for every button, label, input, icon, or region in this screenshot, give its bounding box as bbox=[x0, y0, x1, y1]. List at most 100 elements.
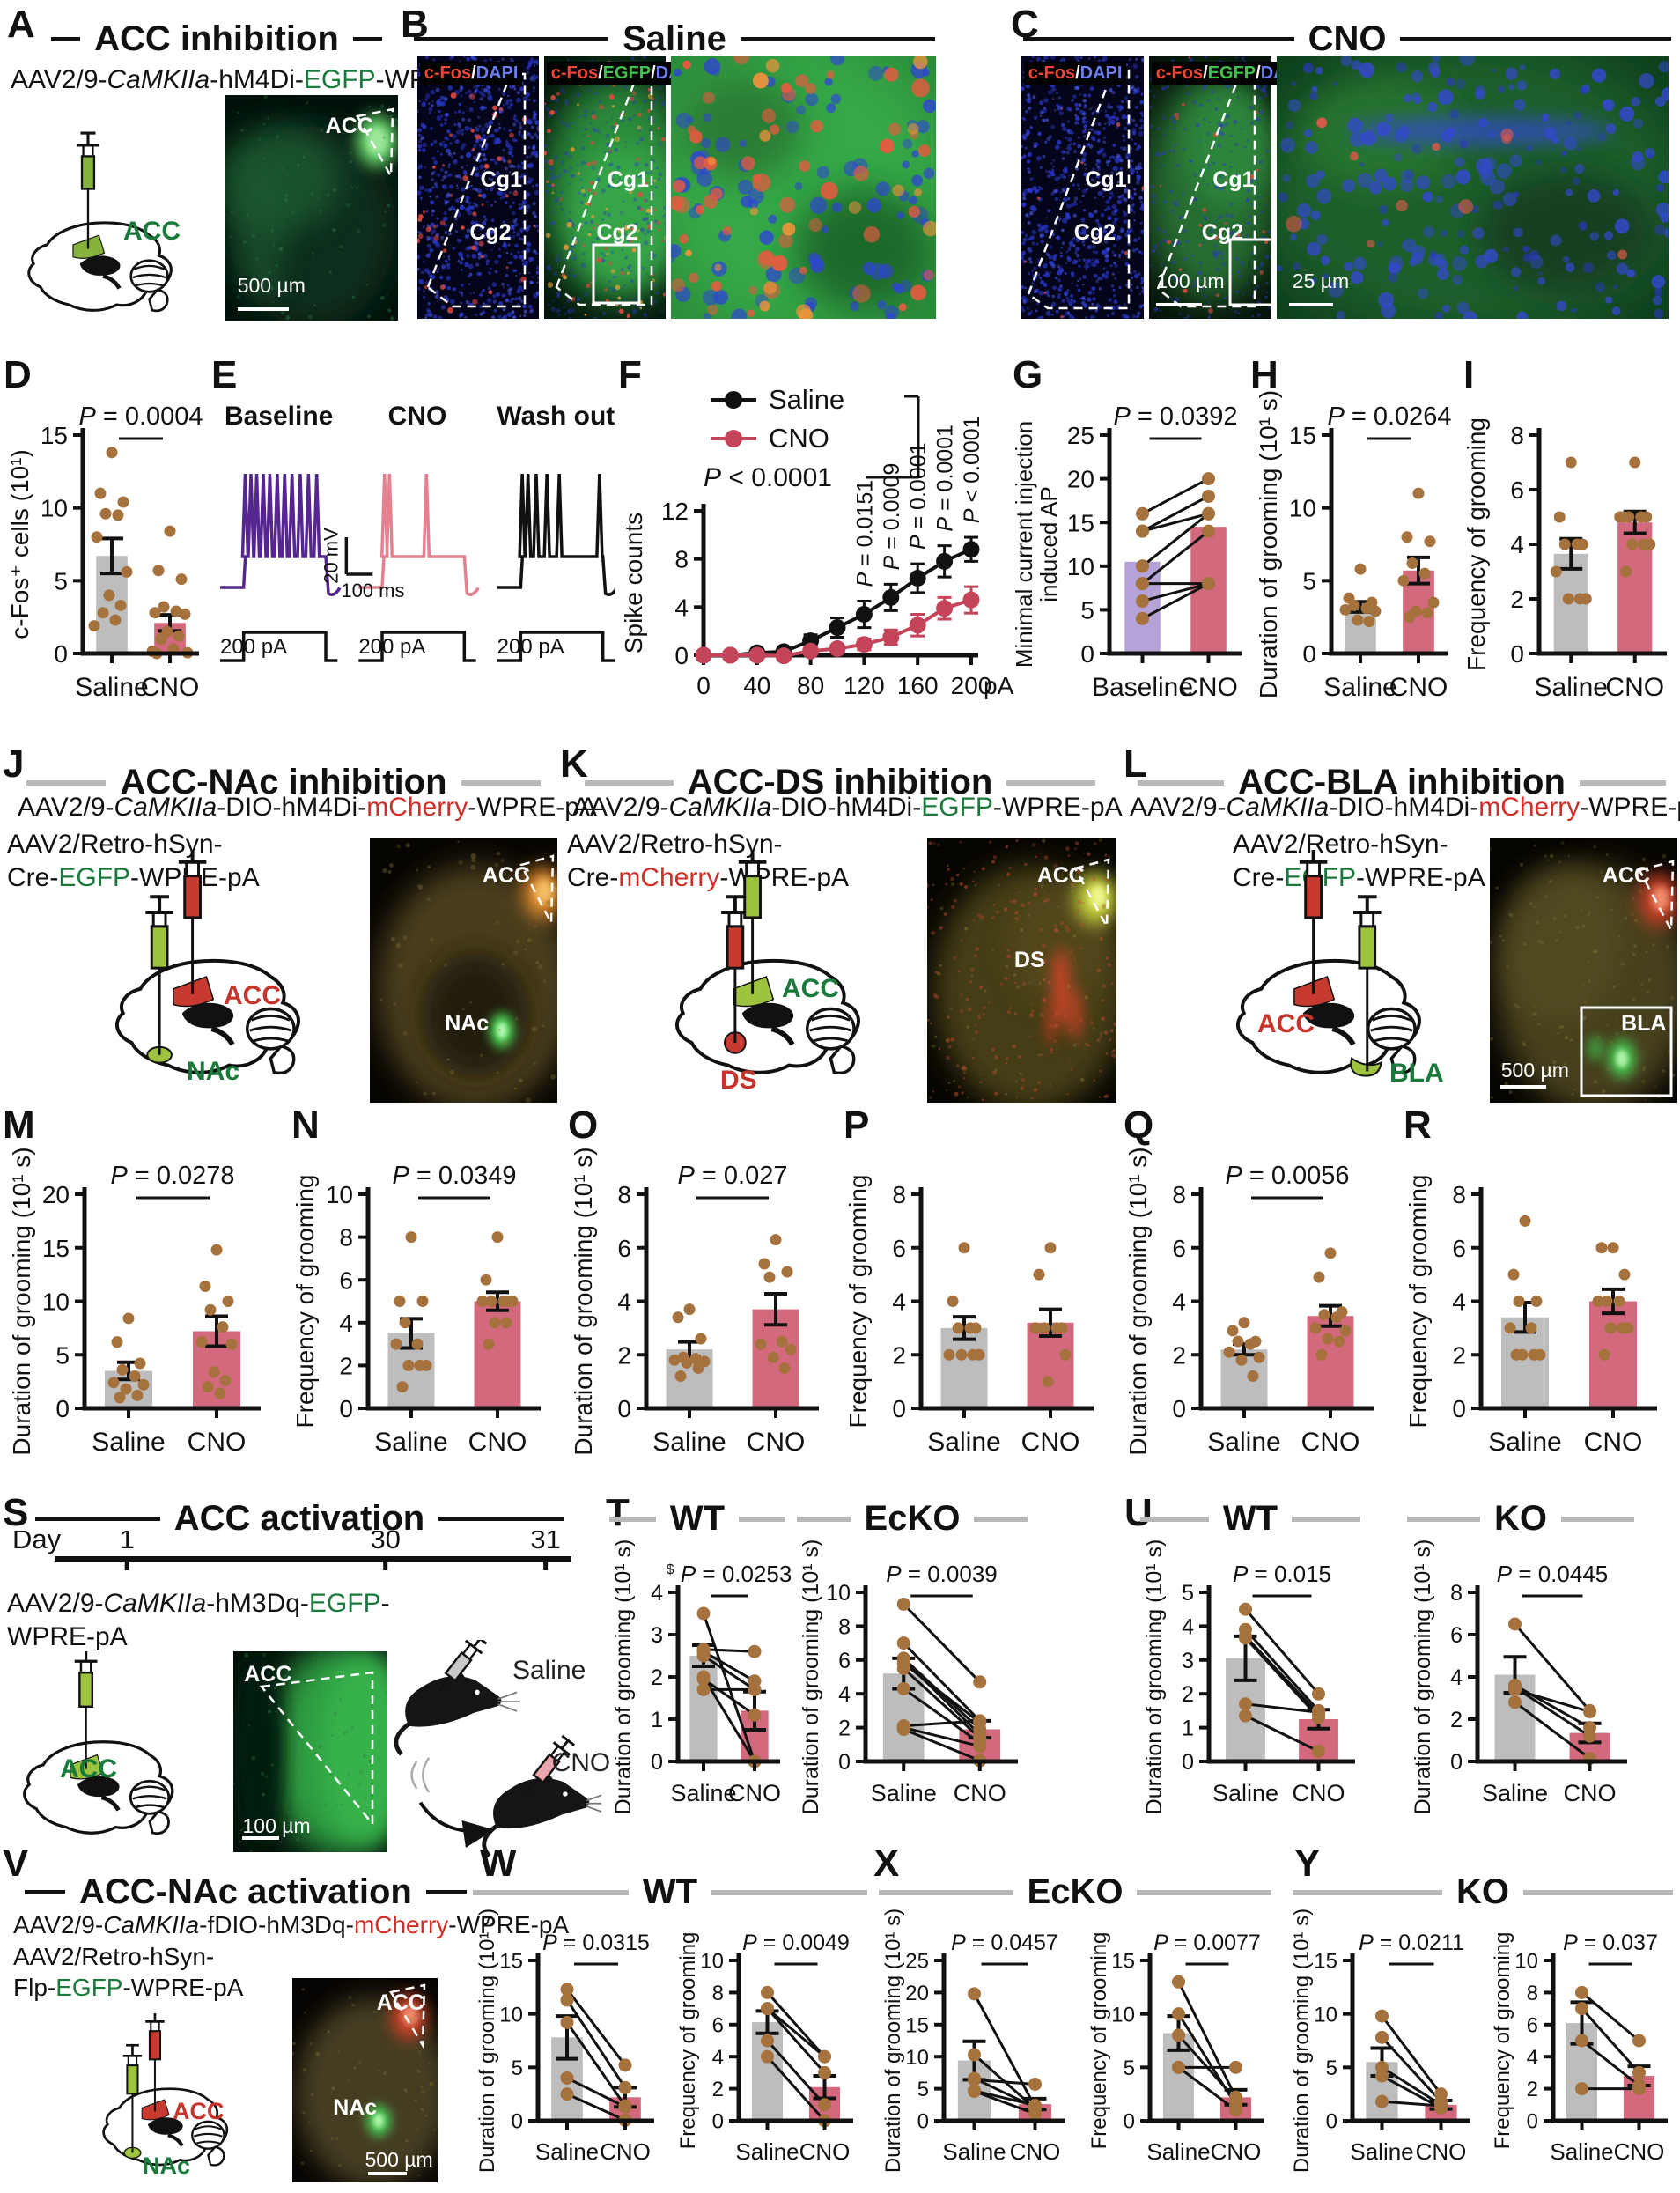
divider bbox=[1400, 37, 1672, 41]
svg-text:5: 5 bbox=[1124, 2056, 1135, 2080]
chart-grooming-frequency-accnac: 0 2 4 6 8 10 Saline CNO Frequency of grooming P =… bbox=[291, 1136, 551, 1484]
svg-text:Saline: Saline bbox=[652, 1428, 726, 1457]
svg-text:6: 6 bbox=[617, 1235, 631, 1262]
svg-text:4: 4 bbox=[1510, 531, 1524, 558]
panel-letter-f: F bbox=[618, 353, 642, 396]
acc-photo-label: ACC bbox=[325, 114, 373, 139]
svg-text:5: 5 bbox=[55, 1341, 70, 1369]
svg-text:25: 25 bbox=[905, 1950, 929, 1974]
svg-text:P = 0.0445: P = 0.0445 bbox=[1497, 1561, 1609, 1587]
svg-text:2: 2 bbox=[712, 2078, 724, 2101]
svg-text:200: 200 bbox=[951, 672, 992, 699]
panel-l-micrograph: ACC BLA 500 µm bbox=[1490, 838, 1677, 1103]
divider bbox=[352, 37, 382, 41]
svg-text:0: 0 bbox=[917, 2110, 929, 2134]
chart-grooming-frequency-accds: 0 2 4 6 8 Saline CNO Frequency of grooming bbox=[844, 1136, 1104, 1484]
svg-text:0: 0 bbox=[696, 672, 711, 699]
svg-text:Saline: Saline bbox=[769, 384, 844, 415]
divider bbox=[739, 1516, 785, 1522]
panel-a-construct: AAV2/9-CaMKIIa-hM4Di-EGFP-WPRE-pA bbox=[11, 65, 505, 94]
cg2-label: Cg2 bbox=[1073, 219, 1116, 245]
svg-text:Frequency of grooming: Frequency of grooming bbox=[291, 1175, 319, 1429]
acc-photo-label: ACC bbox=[244, 1661, 292, 1687]
cg2-label: Cg2 bbox=[469, 219, 512, 245]
svg-text:CNO: CNO bbox=[1605, 673, 1664, 702]
svg-text:P = 0.0049: P = 0.0049 bbox=[742, 1931, 850, 1955]
cg1-label: Cg1 bbox=[1085, 167, 1127, 193]
svg-text:Day: Day bbox=[12, 1531, 62, 1554]
panel-v-construct-2: AAV2/Retro-hSyn- Flp-EGFP-WPRE-pA bbox=[13, 1943, 244, 2001]
svg-text:$ P = 0.0253: $ P = 0.0253 bbox=[667, 1561, 791, 1587]
svg-text:2: 2 bbox=[339, 1352, 353, 1379]
ds-region-label: DS bbox=[720, 1066, 757, 1095]
panel-a-brain-diagram bbox=[16, 95, 220, 335]
cno-syringe-icon bbox=[526, 1734, 576, 1795]
svg-text:0: 0 bbox=[1326, 2110, 1337, 2134]
svg-text:25: 25 bbox=[1067, 422, 1094, 449]
svg-text:10: 10 bbox=[41, 495, 68, 522]
acc-region-label: ACC bbox=[173, 2098, 225, 2124]
svg-text:Saline: Saline bbox=[670, 1780, 736, 1806]
svg-text:6: 6 bbox=[892, 1235, 906, 1262]
svg-text:10: 10 bbox=[700, 1950, 724, 1974]
svg-text:P < 0.0001: P < 0.0001 bbox=[704, 463, 832, 492]
chart-spike-counts: 0 4 8 12 0 40 80 120 160 200 pA Spike counts P = 0.0… bbox=[619, 370, 1017, 729]
panel-s-brain-diagram bbox=[7, 1647, 227, 1858]
panel-letter-g: G bbox=[1013, 353, 1043, 396]
svg-text:160: 160 bbox=[897, 672, 939, 699]
svg-text:8: 8 bbox=[892, 1181, 906, 1208]
divider bbox=[1138, 779, 1225, 786]
panel-s-construct: AAV2/9-CaMKIIa-hM3Dq-EGFP- WPRE-pA bbox=[7, 1589, 390, 1651]
svg-text:CNO: CNO bbox=[1293, 1780, 1345, 1806]
panel-s-micrograph: ACC 100 µm bbox=[233, 1651, 387, 1852]
svg-text:Saline: Saline bbox=[871, 1780, 937, 1806]
svg-text:CNO: CNO bbox=[188, 1428, 247, 1457]
svg-text:5: 5 bbox=[1302, 567, 1316, 594]
panel-j-construct-2: AAV2/Retro-hSyn-Cre-EGFP-WPRE-pA bbox=[7, 830, 260, 892]
svg-text:CNO: CNO bbox=[388, 402, 447, 431]
svg-text:1: 1 bbox=[1182, 1717, 1194, 1741]
panel-l-construct-1: AAV2/9-CaMKIIa-DIO-hM4Di-mCherry-WPRE-pA bbox=[1130, 793, 1680, 822]
svg-text:CNO: CNO bbox=[1564, 1780, 1617, 1806]
divider bbox=[740, 37, 935, 41]
bla-region-label: BLA bbox=[1389, 1059, 1444, 1088]
svg-text:CNO: CNO bbox=[1301, 1428, 1360, 1457]
divider bbox=[25, 1890, 65, 1894]
svg-text:0: 0 bbox=[712, 2110, 724, 2134]
svg-text:8: 8 bbox=[1452, 1181, 1466, 1208]
stain-tag: c-Fos/DAPI bbox=[1023, 61, 1127, 85]
divider bbox=[414, 37, 609, 41]
svg-text:Duration of grooming (10¹ s): Duration of grooming (10¹ s) bbox=[799, 1540, 823, 1815]
svg-text:Minimal current injection: Minimal current injection bbox=[1011, 421, 1037, 668]
panel-letter-s: S bbox=[3, 1491, 29, 1534]
saline-mouse bbox=[394, 1633, 520, 1756]
svg-text:2: 2 bbox=[838, 1717, 851, 1741]
mice-illustration: Saline CNO bbox=[394, 1633, 610, 1860]
panel-c-micrograph-zoom: 25 µm bbox=[1277, 56, 1669, 319]
divider bbox=[51, 37, 81, 41]
svg-text:200 pA: 200 pA bbox=[220, 635, 287, 659]
divider bbox=[438, 1517, 564, 1521]
svg-text:Baseline: Baseline bbox=[1092, 673, 1193, 702]
bla-photo-label: BLA bbox=[1621, 1011, 1667, 1036]
svg-text:8: 8 bbox=[339, 1224, 353, 1252]
svg-text:4: 4 bbox=[617, 1288, 631, 1316]
svg-text:CNO: CNO bbox=[954, 1780, 1006, 1806]
divider bbox=[461, 779, 541, 786]
svg-text:2: 2 bbox=[1450, 1708, 1463, 1732]
panel-v-title: ACC-NAc activation bbox=[25, 1872, 467, 1912]
svg-text:8: 8 bbox=[838, 1614, 851, 1639]
svg-text:Saline: Saline bbox=[942, 2138, 1006, 2165]
panel-letter-m: M bbox=[3, 1104, 35, 1147]
svg-text:2: 2 bbox=[617, 1341, 631, 1369]
svg-text:4: 4 bbox=[674, 594, 689, 621]
svg-text:Duration of grooming (10¹ s): Duration of grooming (10¹ s) bbox=[881, 1909, 905, 2173]
chart-accnac-frequency-ko: 0 2 4 6 8 10 Saline CNO Frequency of grooming P =… bbox=[1486, 1902, 1678, 2189]
panel-k-brain-diagram bbox=[659, 845, 923, 1104]
divider bbox=[974, 1516, 1028, 1522]
nac-photo-label: NAc bbox=[445, 1011, 490, 1036]
panel-t-group-ecko: EcKO bbox=[797, 1499, 1028, 1539]
svg-text:P = 0.0077: P = 0.0077 bbox=[1153, 1931, 1261, 1955]
svg-text:8: 8 bbox=[712, 1982, 724, 2005]
